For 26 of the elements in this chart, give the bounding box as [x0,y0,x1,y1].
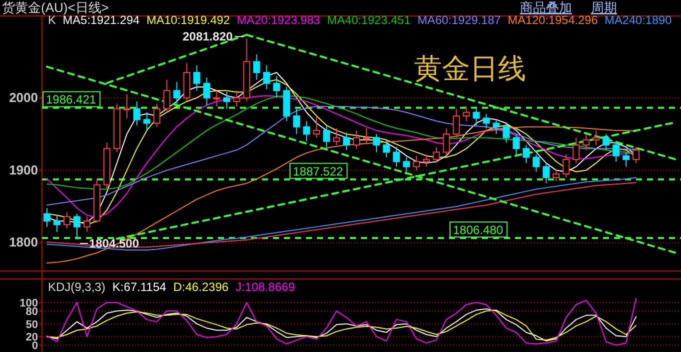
text: MA10:1919.492 [146,13,230,27]
text: MA60:1929.187 [417,13,501,27]
text: MA240:1890 [604,13,672,27]
y-tick-label: 50 [26,318,38,331]
annotation: 黄金日线 [414,53,526,84]
legend-title: K [48,13,56,27]
ref-line-label: 1887.522 [293,164,344,178]
text: 商品叠加 [520,0,572,15]
annotation: 2081.820 [182,30,233,44]
text: MA40:1923.451 [327,13,411,27]
ref-line-label: 1806.480 [453,223,504,238]
series-label: J:108.8669 [236,280,296,294]
text: MA5:1921.294 [62,13,140,27]
y-tick-label: 0 [32,340,38,352]
text: MA20:1923.983 [236,13,321,27]
legend-title: KDJ(9,3,3) [48,280,106,294]
y-tick-label: 80 [26,306,38,318]
series-label: D:46.2396 [173,280,229,294]
ref-line-label: 1986.421 [46,92,96,107]
series-label: K:67.1154 [112,280,167,294]
chart-title: 货黄金(AU)<日线> [2,0,109,15]
y-tick-label: 1900 [9,162,38,178]
y-tick-label: 1800 [9,234,38,250]
y-tick-label: 2000 [9,90,38,105]
text: MA120:1954.296 [508,13,598,27]
text: 周期 [591,0,617,15]
